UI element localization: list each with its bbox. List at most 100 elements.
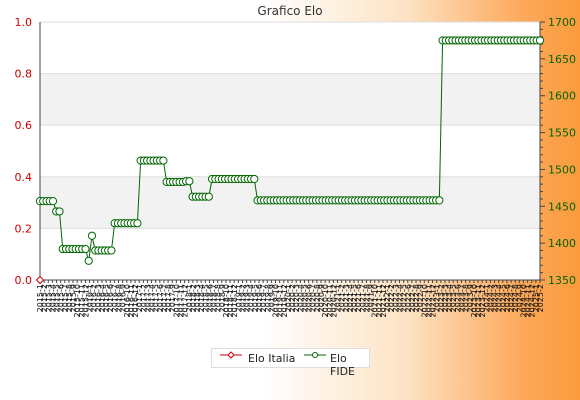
x-tick-label: 2020-2: [288, 284, 297, 312]
y-left-tick-label: 0.6: [15, 119, 33, 132]
x-tick-label: 2017-9: [168, 284, 177, 312]
x-tick-label: 2017-2: [139, 284, 148, 312]
x-tick-label: 2015-5: [53, 284, 62, 312]
x-tick-label: 2021-11: [375, 284, 384, 317]
data-point-elo-fide: [535, 36, 545, 45]
y-left-tick-label: 1.0: [15, 16, 33, 29]
x-tick-label: 2019-1: [234, 284, 243, 312]
x-tick-label: 2021-7: [358, 284, 367, 312]
x-tick-label: 2024-10: [519, 284, 528, 317]
x-tick-label: 2021-4: [346, 284, 355, 312]
x-tick-label: 2022-10: [420, 284, 429, 317]
x-tick-label: 2017-6: [156, 284, 165, 312]
chart-title: Grafico Elo: [257, 4, 323, 18]
x-tick-label: 2018-3: [193, 284, 202, 312]
x-tick-label: 2016-6: [106, 284, 115, 312]
x-tick-label: 2023-6: [453, 284, 462, 312]
x-tick-label: 2023-11: [474, 284, 483, 317]
x-tick-label: 2020-6: [305, 284, 314, 312]
x-tick-label: 2018-1: [185, 284, 194, 312]
x-tick-label: 2016-2: [90, 284, 99, 312]
x-tick-label: 2022-8: [412, 284, 421, 312]
y-left-tick-label: 0.4: [15, 171, 33, 184]
x-tick-label: 2016-5: [102, 284, 111, 312]
x-tick-label: 2018-7: [210, 284, 219, 312]
y-left-tick-label: 0.2: [15, 222, 33, 235]
x-tick-label: 2015-1: [36, 284, 45, 312]
x-tick-label: 2019-12: [280, 284, 289, 317]
x-tick-label: 2020-5: [300, 284, 309, 312]
y-right-tick-label: 1350: [548, 274, 576, 287]
x-tick-label: 2015-6: [57, 284, 66, 312]
x-tick-label: 2022-7: [408, 284, 417, 312]
x-tick-label: 2020-3: [292, 284, 301, 312]
x-tick-label: 2019-8: [263, 284, 272, 312]
data-point-elo-fide: [107, 246, 116, 255]
data-point-elo-fide: [87, 231, 97, 240]
data-point-elo-fide: [204, 192, 213, 201]
x-tick-label: 2021-10: [371, 284, 380, 317]
x-tick-label: 2021-1: [334, 284, 343, 312]
x-tick-label: 2021-5: [350, 284, 359, 312]
x-tick-label: 2024-4: [495, 284, 504, 312]
data-point-elo-fide: [159, 156, 168, 165]
data-point-elo-fide: [185, 177, 194, 186]
x-tick-label: 2023-7: [457, 284, 466, 312]
x-tick-label: 2015-4: [48, 284, 57, 312]
data-point-elo-fide: [84, 256, 93, 265]
x-tick-label: 2023-9: [466, 284, 475, 312]
x-tick-label: 2023-1: [433, 284, 442, 312]
x-tick-label: 2024-12: [528, 284, 537, 317]
x-tick-label: 2022-3: [391, 284, 400, 312]
x-tick-label: 2021-12: [379, 284, 388, 317]
x-tick-label: 2022-9: [416, 284, 425, 312]
x-tick-label: 2015-3: [44, 284, 53, 312]
data-point-elo-fide: [435, 196, 444, 205]
data-point-elo-fide: [55, 207, 64, 216]
x-tick-label: 2017-11: [176, 284, 185, 317]
x-tick-label: 2024-7: [507, 284, 516, 312]
plot-area: [40, 22, 540, 280]
data-point-elo-italia: [35, 275, 45, 285]
x-tick-label: 2024-6: [503, 284, 512, 312]
x-tick-label: 2024-5: [499, 284, 508, 312]
x-tick-label: 2020-12: [329, 284, 338, 317]
x-tick-label: 2016-10: [123, 284, 132, 317]
x-tick-label: 2025-2: [536, 284, 545, 312]
x-tick-label: 2017-8: [164, 284, 173, 312]
x-tick-label: 2022-6: [404, 284, 413, 312]
x-tick-label: 2019-5: [251, 284, 260, 312]
legend-label-elo-fide: Elo FIDE: [330, 352, 355, 378]
x-tick-label: 2016-11: [127, 284, 136, 317]
y-left-tick-label: 0.8: [15, 68, 33, 81]
x-tick-label: 2020-7: [309, 284, 318, 312]
x-tick-label: 2015-10: [73, 284, 82, 317]
legend-symbol-elo-italia: [220, 351, 242, 359]
x-tick-label: 2019-9: [267, 284, 276, 312]
x-tick-label: 2022-4: [396, 284, 405, 312]
x-tick-label: 2022-5: [400, 284, 409, 312]
x-tick-label: 2015-9: [69, 284, 78, 312]
data-point-elo-fide: [81, 244, 90, 254]
x-tick-label: 2022-2: [387, 284, 396, 312]
x-tick-label: 2017-5: [152, 284, 161, 312]
x-tick-label: 2021-3: [342, 284, 351, 312]
legend: Elo Italia Elo FIDE: [211, 348, 370, 378]
x-tick-label: 2025-1: [532, 284, 541, 312]
legend-label-elo-italia: Elo Italia: [248, 352, 296, 365]
x-tick-label: 2024-8: [511, 284, 520, 312]
data-point-elo-fide: [133, 219, 142, 228]
y-right-tick-label: 1650: [548, 53, 576, 66]
x-tick-label: 2019-10: [272, 284, 281, 317]
y-right-tick-label: 1550: [548, 127, 576, 140]
x-tick-label: 2024-1: [482, 284, 491, 312]
x-tick-label: 2018-12: [230, 284, 239, 317]
x-tick-label: 2015-7: [61, 284, 70, 312]
x-tick-label: 2023-10: [470, 284, 479, 317]
x-tick-label: 2021-9: [367, 284, 376, 312]
x-tick-label: 2023-2: [437, 284, 446, 312]
y-right-tick-label: 1600: [548, 90, 576, 103]
x-tick-label: 2021-2: [338, 284, 347, 312]
x-tick-label: 2015-8: [65, 284, 74, 312]
